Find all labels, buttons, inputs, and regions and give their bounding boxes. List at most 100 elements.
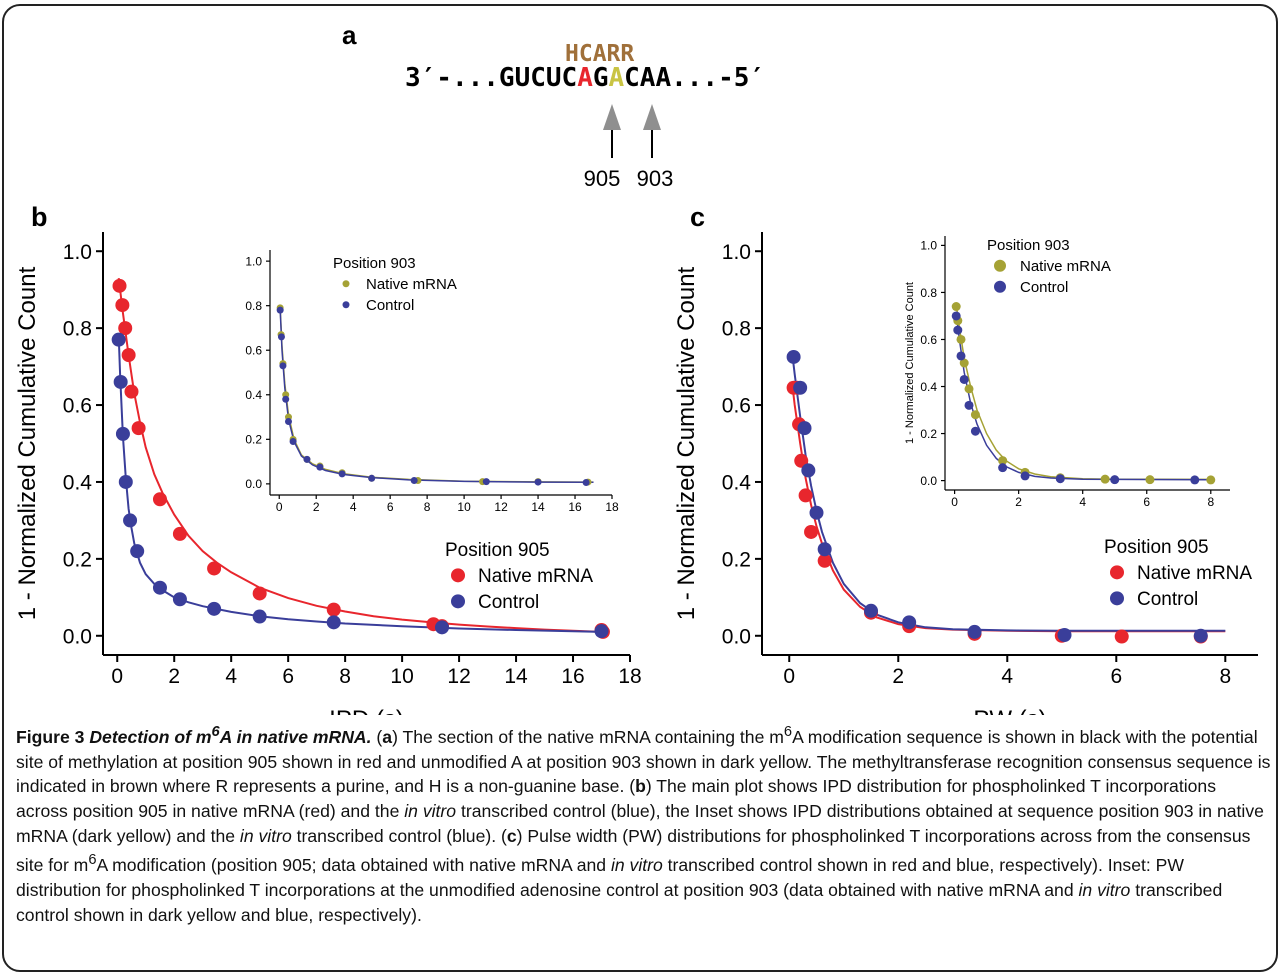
b_inset-point-control	[482, 478, 490, 486]
b_inset-point-control	[276, 306, 284, 314]
c_main-point-native-mrna	[817, 553, 832, 568]
c_inset-point-control	[1110, 475, 1120, 485]
c_inset-x-tick-label: 8	[1207, 495, 1214, 509]
b_inset-legend-marker	[342, 280, 350, 288]
b_inset-y-tick-label: 0.6	[245, 344, 262, 358]
c_inset-point-native-mrna	[951, 302, 961, 312]
b_inset-y-tick-label: 1.0	[245, 254, 262, 268]
b_inset-x-tick-label: 0	[276, 500, 283, 514]
c_main-point-control	[1057, 628, 1072, 643]
position-label-905: 905	[584, 166, 621, 191]
b_main-y-tick-label: 0.8	[63, 318, 92, 341]
c_main-y-label: 1 - Normalized Cumulative Count	[673, 266, 700, 620]
b_main-x-tick-label: 4	[225, 665, 237, 688]
b_main-x-tick-label: 6	[282, 665, 294, 688]
b_inset-point-control	[410, 477, 418, 485]
b_inset-x-tick-label: 16	[568, 500, 582, 514]
b_main-y-tick-label: 0.4	[63, 472, 93, 495]
c_main-point-control	[786, 349, 801, 364]
b_inset-fit-control	[279, 310, 594, 484]
b_main-point-control	[115, 426, 130, 441]
b_inset-x-tick-label: 8	[424, 500, 431, 514]
b_inset-x-tick-label: 2	[313, 500, 320, 514]
c_inset-fit-control	[955, 313, 1211, 481]
b_main-point-native-mrna	[115, 298, 130, 313]
c_main-legend-title: Position 905	[1104, 537, 1209, 558]
panel-a-label: a	[342, 20, 357, 50]
b_main-fit-control	[117, 335, 602, 633]
figure-frame	[2, 4, 1278, 972]
b_main-x-tick-label: 2	[168, 665, 180, 688]
b_inset-point-control	[289, 438, 297, 446]
b_inset-point-control	[582, 479, 590, 487]
c_inset-legend-marker	[994, 280, 1006, 293]
b_main-legend-marker	[451, 568, 465, 583]
c_main-point-control	[1193, 628, 1208, 643]
c_inset-point-control	[951, 311, 961, 321]
b_inset-x-tick-label: 10	[457, 500, 471, 514]
c_main-x-tick-label: 4	[1001, 665, 1013, 688]
b_inset-fit-native-mrna	[279, 307, 594, 483]
c_inset-point-control	[1020, 471, 1030, 481]
b_main-x-tick-label: 0	[111, 665, 123, 688]
b_inset-legend-label: Native mRNA	[366, 276, 457, 293]
b_main-legend-label: Control	[478, 592, 539, 613]
c_inset-y-label: 1 - Normalized Cumulative Count	[904, 282, 916, 444]
c_main-point-control	[817, 542, 832, 557]
c_main-point-control	[793, 380, 808, 395]
c_inset-point-control	[964, 400, 974, 410]
c_inset-x-tick-label: 0	[951, 495, 958, 509]
c_main-x-tick-label: 8	[1219, 665, 1231, 688]
c_inset-point-native-mrna	[998, 456, 1008, 466]
b_main-point-control	[130, 544, 145, 559]
c_inset-point-native-mrna	[956, 334, 966, 344]
b_main-x-tick-label: 18	[618, 665, 641, 688]
b_inset-point-control	[277, 333, 285, 341]
b_main-point-native-mrna	[252, 586, 267, 601]
c_main-legend-label: Control	[1137, 589, 1198, 610]
b_inset-point-control	[279, 362, 287, 370]
c_inset-y-tick-label: 0.8	[920, 286, 937, 300]
b_inset-legend-title: Position 903	[333, 255, 416, 272]
b_inset-y-tick-label: 0.4	[245, 388, 262, 402]
c_inset-y-tick-label: 0.0	[920, 474, 937, 488]
b_main-y-tick-label: 0.0	[63, 625, 92, 648]
c_inset-y-tick-label: 1.0	[920, 239, 937, 253]
b_main-point-native-mrna	[124, 384, 139, 399]
c_main-x-label: PW (s)	[973, 706, 1046, 715]
b_inset-legend-label: Control	[366, 297, 414, 314]
rna-sequence: 3′-...GUCUCAGACAA...-5′	[405, 63, 765, 93]
b_main-point-native-mrna	[152, 492, 167, 507]
c_inset-point-control	[953, 325, 963, 335]
b_main-point-control	[113, 374, 128, 389]
b_main-point-native-mrna	[131, 421, 146, 436]
c_inset-y-tick-label: 0.2	[920, 427, 937, 441]
b_main-point-control	[326, 615, 341, 630]
c_main-point-native-mrna	[798, 488, 813, 503]
c_inset-point-native-mrna	[964, 384, 974, 394]
b_main-point-control	[207, 601, 222, 616]
c_inset-point-control	[956, 351, 966, 361]
b_main-point-native-mrna	[326, 602, 341, 617]
c_main-y-tick-label: 0.4	[722, 472, 752, 495]
c_inset-point-control	[970, 426, 980, 436]
c_main-point-native-mrna	[804, 524, 819, 539]
b_inset-point-control	[316, 463, 324, 471]
c_main-point-native-mrna	[794, 453, 809, 468]
b_main-y-tick-label: 0.2	[63, 548, 92, 571]
b_main-point-native-mrna	[172, 526, 187, 541]
b_main-point-native-mrna	[118, 321, 133, 336]
b_inset-y-tick-label: 0.8	[245, 299, 262, 313]
c_main-point-native-mrna	[1114, 629, 1129, 644]
c_main-y-tick-label: 1.0	[722, 241, 751, 264]
b_main-point-control	[118, 474, 133, 489]
b_main-x-tick-label: 8	[339, 665, 351, 688]
b_inset-point-control	[368, 474, 376, 482]
c_main-point-control	[797, 421, 812, 436]
c_main-point-control	[809, 505, 824, 520]
c_main-y-tick-label: 0.2	[722, 548, 751, 571]
b_inset-legend-marker	[342, 301, 350, 309]
c_main-fit-control	[791, 351, 1226, 632]
c_inset-legend-marker	[994, 259, 1006, 272]
